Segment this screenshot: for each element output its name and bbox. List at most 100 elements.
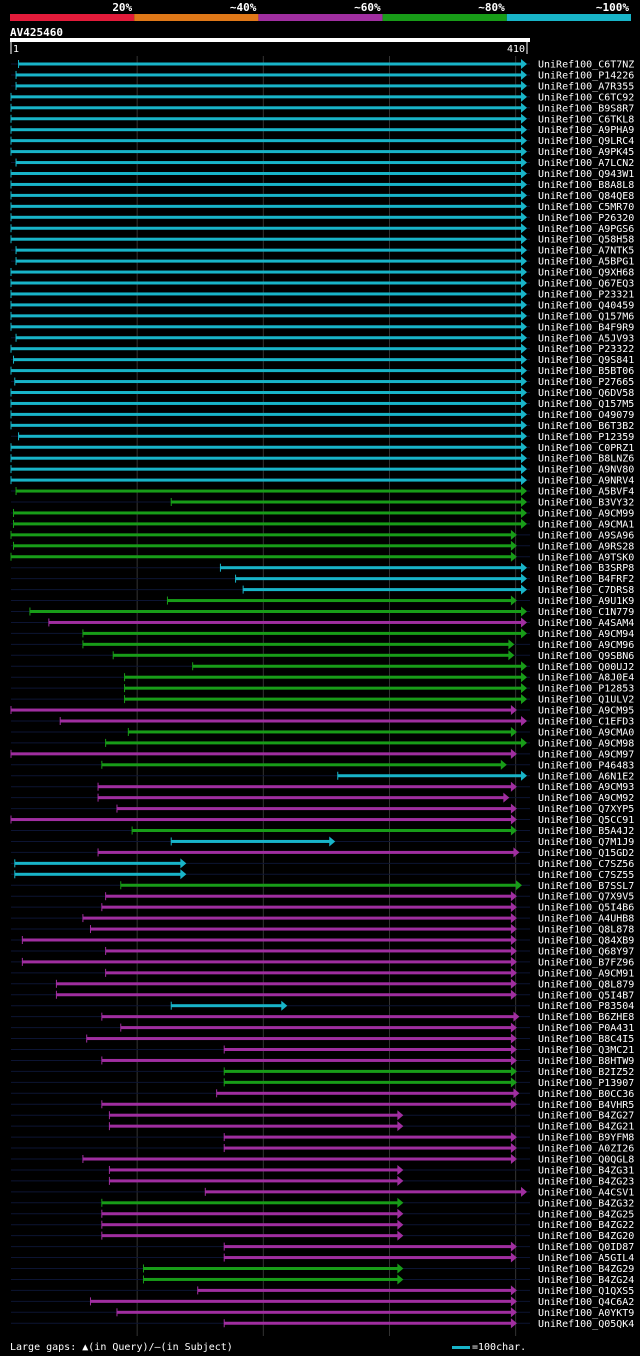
hit-row[interactable]: UniRef100_B4VHR5: [11, 1099, 634, 1111]
hit-label[interactable]: UniRef100_Q4C6A2: [538, 1297, 634, 1308]
hit-label[interactable]: UniRef100_Q9LRC4: [538, 136, 634, 147]
hit-row[interactable]: UniRef100_C1EFD3: [11, 716, 634, 728]
hit-label[interactable]: UniRef100_A9RS28: [538, 541, 634, 552]
hit-row[interactable]: UniRef100_Q68Y97: [11, 945, 634, 958]
hit-label[interactable]: UniRef100_Q5I4B6: [538, 903, 634, 914]
hit-label[interactable]: UniRef100_A0YKT9: [538, 1308, 634, 1319]
hit-row[interactable]: UniRef100_Q7X9V5: [11, 891, 634, 903]
hit-row[interactable]: UniRef100_B0CC36: [11, 1088, 634, 1100]
hit-label[interactable]: UniRef100_P12853: [538, 684, 634, 695]
hit-row[interactable]: UniRef100_B3VY32: [11, 497, 634, 509]
hit-label[interactable]: UniRef100_P26320: [538, 213, 634, 224]
hit-label[interactable]: UniRef100_A9U1K9: [538, 596, 634, 607]
hit-label[interactable]: UniRef100_B4ZG22: [538, 1220, 634, 1231]
hit-row[interactable]: UniRef100_A5BVF4: [11, 486, 634, 498]
hit-label[interactable]: UniRef100_C6TC92: [538, 92, 634, 103]
hit-label[interactable]: UniRef100_C5MR70: [538, 202, 634, 213]
hit-row[interactable]: UniRef100_A6N1E2: [11, 770, 634, 783]
hit-label[interactable]: UniRef100_A4CSV1: [538, 1187, 634, 1198]
hit-row[interactable]: UniRef100_P83504: [11, 1000, 634, 1013]
hit-row[interactable]: UniRef100_A9U1K9: [11, 595, 634, 608]
hit-row[interactable]: UniRef100_Q9LRC4: [10, 135, 634, 148]
hit-row[interactable]: UniRef100_Q84XB9: [11, 935, 634, 947]
hit-row[interactable]: UniRef100_Q15GD2: [11, 847, 634, 859]
hit-row[interactable]: UniRef100_Q0QGL8: [11, 1154, 634, 1166]
hit-row[interactable]: UniRef100_B7FZ96: [11, 956, 634, 969]
hit-row[interactable]: UniRef100_Q157M5: [10, 398, 634, 410]
hit-row[interactable]: UniRef100_A9PK45: [10, 146, 634, 159]
hit-label[interactable]: UniRef100_A9TSK0: [538, 552, 634, 563]
hit-label[interactable]: UniRef100_B0CC36: [538, 1089, 634, 1100]
hit-row[interactable]: UniRef100_B4ZG22: [11, 1219, 634, 1232]
hit-label[interactable]: UniRef100_C1N779: [538, 607, 634, 618]
hit-label[interactable]: UniRef100_Q157M6: [538, 311, 634, 322]
hit-row[interactable]: UniRef100_C6T7NZ: [11, 59, 634, 71]
hit-row[interactable]: UniRef100_A5JV93: [11, 332, 634, 345]
hit-label[interactable]: UniRef100_B4ZG20: [538, 1231, 634, 1242]
hit-label[interactable]: UniRef100_C7SZ55: [538, 870, 634, 881]
hit-row[interactable]: UniRef100_A4CSV1: [11, 1186, 634, 1199]
hit-row[interactable]: UniRef100_C0PRZ1: [10, 442, 634, 454]
hit-label[interactable]: UniRef100_A9SA96: [538, 530, 634, 541]
hit-row[interactable]: UniRef100_A4UHB8: [11, 913, 634, 925]
hit-row[interactable]: UniRef100_A9PHA9: [10, 124, 634, 137]
hit-label[interactable]: UniRef100_A4SAM4: [538, 618, 634, 629]
hit-row[interactable]: UniRef100_Q05QK4: [11, 1318, 634, 1330]
hit-row[interactable]: UniRef100_Q7M1J9: [11, 836, 634, 848]
hit-row[interactable]: UniRef100_Q00UJ2: [11, 661, 634, 673]
hit-label[interactable]: UniRef100_Q0ID87: [538, 1242, 634, 1253]
hit-row[interactable]: UniRef100_B4ZG32: [11, 1197, 634, 1210]
hit-label[interactable]: UniRef100_C7DRS8: [538, 585, 634, 596]
hit-row[interactable]: UniRef100_P0A431: [11, 1022, 634, 1035]
hit-row[interactable]: UniRef100_C7SZ56: [11, 858, 634, 870]
hit-label[interactable]: UniRef100_A8J0E4: [538, 673, 634, 684]
hit-label[interactable]: UniRef100_A5BPG1: [538, 257, 634, 268]
hit-row[interactable]: UniRef100_A9NRV4: [10, 475, 634, 487]
hit-row[interactable]: UniRef100_B8HTW9: [11, 1055, 634, 1067]
hit-label[interactable]: UniRef100_Q6DV58: [538, 388, 634, 399]
hit-label[interactable]: UniRef100_Q05QK4: [538, 1319, 634, 1330]
hit-row[interactable]: UniRef100_P23322: [10, 343, 634, 356]
hit-label[interactable]: UniRef100_B4VHR5: [538, 1100, 634, 1111]
hit-label[interactable]: UniRef100_C6TKL8: [538, 114, 634, 125]
hit-row[interactable]: UniRef100_C6TC92: [10, 91, 634, 104]
hit-label[interactable]: UniRef100_P13907: [538, 1078, 634, 1089]
hit-row[interactable]: UniRef100_Q9XH68: [10, 267, 634, 279]
hit-label[interactable]: UniRef100_A9PHA9: [538, 125, 634, 136]
hit-label[interactable]: UniRef100_A7LCN2: [538, 158, 634, 169]
hit-row[interactable]: UniRef100_Q0ID87: [11, 1241, 634, 1254]
hit-label[interactable]: UniRef100_Q7M1J9: [538, 837, 634, 848]
hit-label[interactable]: UniRef100_Q943W1: [538, 169, 634, 180]
hit-label[interactable]: UniRef100_Q84QE8: [538, 191, 634, 202]
hit-label[interactable]: UniRef100_B8C4I5: [538, 1034, 634, 1045]
hit-row[interactable]: UniRef100_A4SAM4: [11, 617, 634, 629]
hit-row[interactable]: UniRef100_B4ZG24: [11, 1274, 634, 1286]
hit-row[interactable]: UniRef100_A9CM95: [10, 705, 634, 717]
hit-label[interactable]: UniRef100_A5JV93: [538, 333, 634, 344]
hit-row[interactable]: UniRef100_Q1QXS5: [11, 1285, 634, 1297]
hit-label[interactable]: UniRef100_A9PK45: [538, 147, 634, 158]
hit-label[interactable]: UniRef100_B4FRF2: [538, 574, 634, 585]
hit-label[interactable]: UniRef100_B9S8R7: [538, 103, 634, 114]
hit-row[interactable]: UniRef100_Q8L878: [11, 924, 634, 936]
hit-label[interactable]: UniRef100_B4ZG23: [538, 1176, 634, 1187]
hit-label[interactable]: UniRef100_P23322: [538, 344, 634, 355]
hit-label[interactable]: UniRef100_P0A431: [538, 1023, 634, 1034]
hit-row[interactable]: UniRef100_B5BT06: [10, 365, 634, 378]
hit-row[interactable]: UniRef100_Q8L879: [11, 978, 634, 991]
hit-row[interactable]: UniRef100_B4ZG25: [11, 1208, 634, 1221]
hit-label[interactable]: UniRef100_P46483: [538, 760, 634, 771]
hit-row[interactable]: UniRef100_P13907: [11, 1077, 634, 1089]
hit-label[interactable]: UniRef100_Q9S841: [538, 355, 634, 366]
hit-row[interactable]: UniRef100_B9S8R7: [10, 102, 634, 115]
hit-label[interactable]: UniRef100_B4ZG24: [538, 1275, 634, 1286]
hit-row[interactable]: UniRef100_P14226: [11, 69, 634, 82]
hit-label[interactable]: UniRef100_P27665: [538, 377, 634, 388]
hit-label[interactable]: UniRef100_C6T7NZ: [538, 60, 634, 71]
hit-row[interactable]: UniRef100_P12359: [11, 431, 634, 443]
hit-row[interactable]: UniRef100_P26320: [10, 212, 634, 224]
hit-row[interactable]: UniRef100_Q7XYP5: [11, 803, 634, 816]
hit-label[interactable]: UniRef100_A4UHB8: [538, 914, 634, 925]
hit-row[interactable]: UniRef100_A9CM92: [11, 792, 634, 805]
hit-row[interactable]: UniRef100_A9CM96: [11, 639, 634, 651]
